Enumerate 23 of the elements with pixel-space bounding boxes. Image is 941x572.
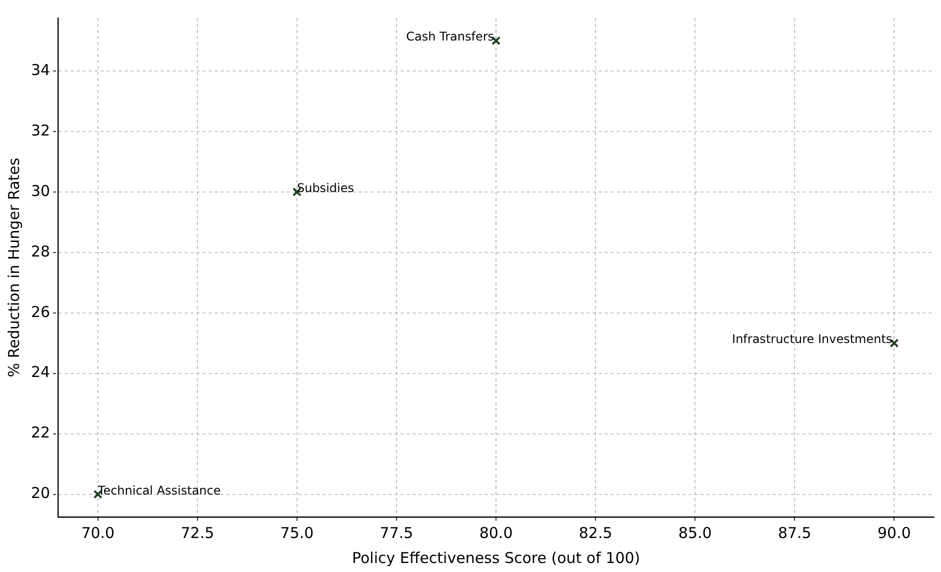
y-tick-label: 22 [30,424,50,442]
annotation: Subsidies [296,180,354,195]
y-tick-label: 32 [30,121,50,140]
annotation: Cash Transfers [406,30,494,44]
x-tick-label: 72.5 [180,524,214,542]
x-tick-label: 85.0 [678,524,712,542]
y-tick-label: 24 [30,363,50,382]
x-tick-label: 90.0 [877,524,911,542]
x-axis-title: Policy Effectiveness Score (out of 100) [352,548,640,567]
x-tick-label: 70.0 [81,524,115,542]
y-axis-title: % Reduction in Hunger Rates [4,158,23,378]
annotation: Infrastructure Investments [732,332,892,346]
y-tick-label: 26 [30,302,50,321]
y-tick-label: 30 [30,182,50,200]
x-tick-label: 77.5 [380,524,414,542]
y-tick-label: 20 [30,484,50,502]
annotation: Technical Assistance [96,483,221,498]
y-tick-label: 28 [30,242,50,260]
x-tick-label: 87.5 [778,524,812,542]
x-tick-label: 80.0 [479,524,513,542]
x-tick-label: 82.5 [578,524,612,542]
y-tick-label: 34 [30,60,50,79]
x-tick-label: 75.0 [280,524,314,542]
